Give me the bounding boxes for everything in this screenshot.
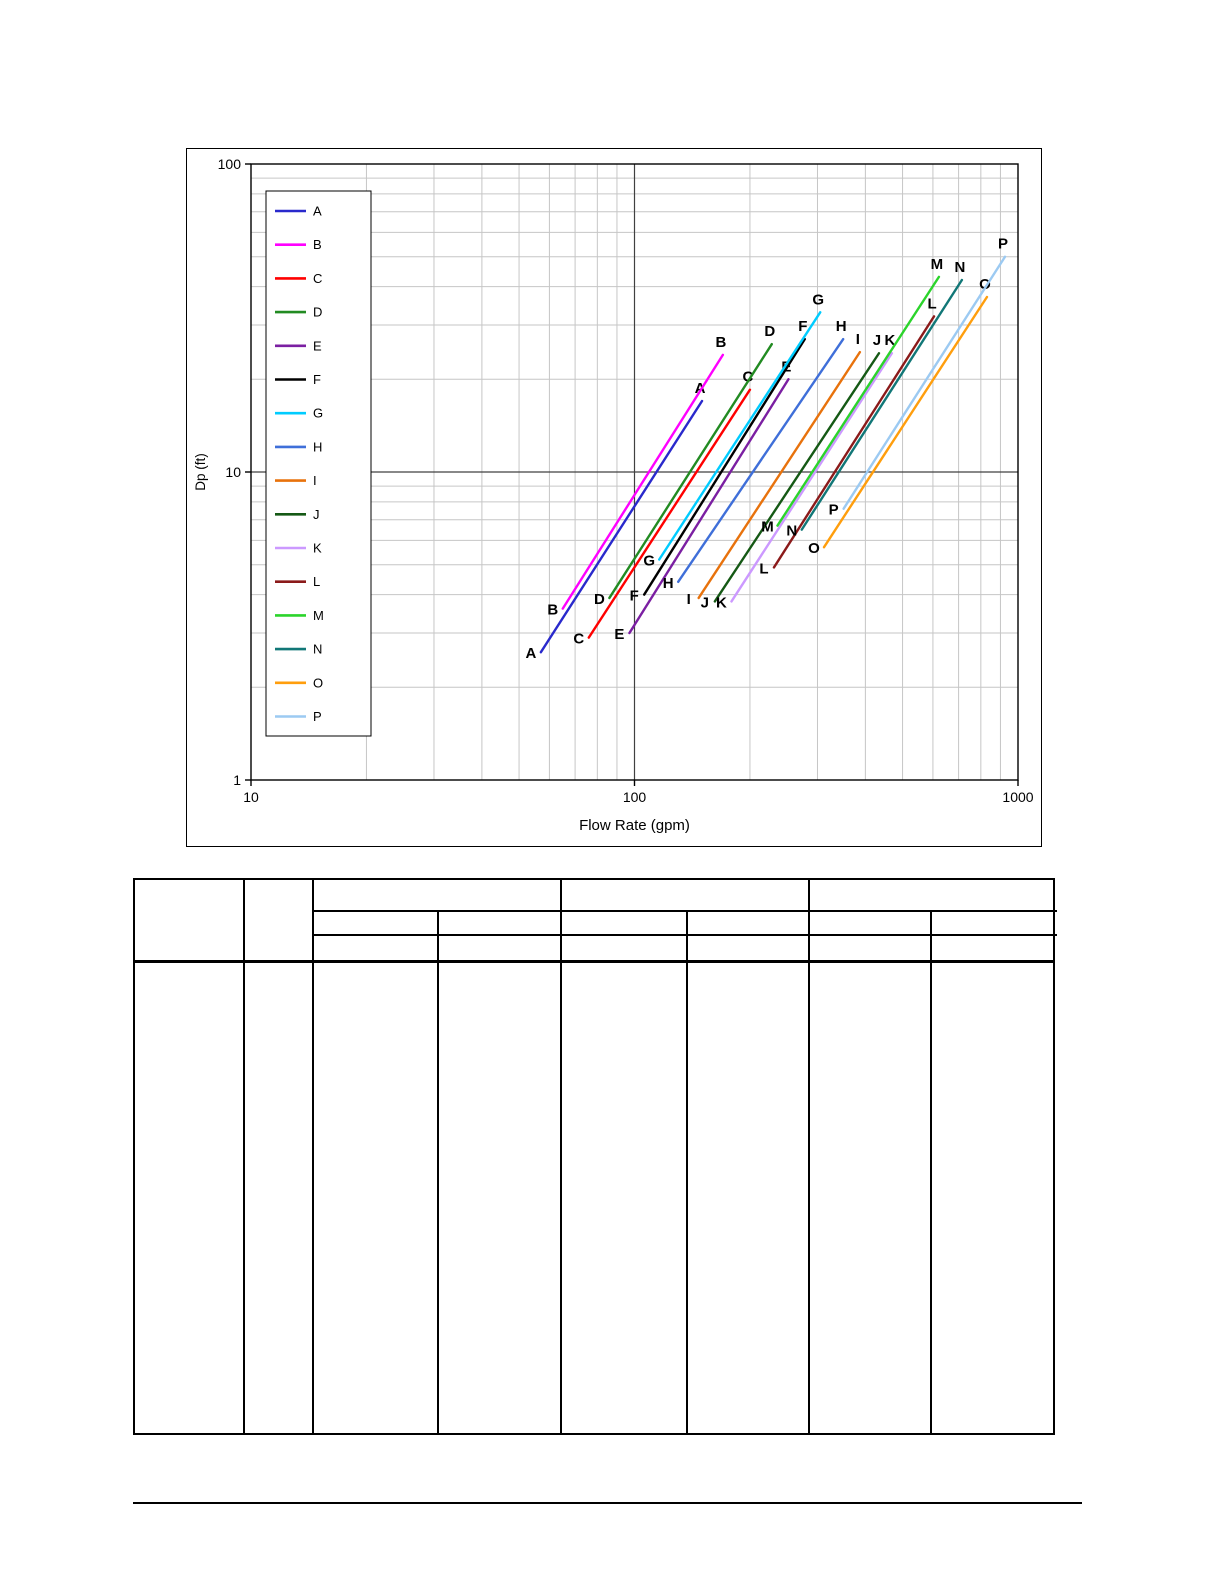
- series-line-A: [539, 399, 704, 654]
- legend-label-E: E: [313, 338, 322, 353]
- legend-label-O: O: [313, 675, 323, 690]
- series-start-label-P: P: [829, 502, 839, 519]
- series-start-label-M: M: [761, 519, 774, 536]
- series-line-M: [776, 275, 941, 527]
- table-hline-2: [312, 934, 1057, 936]
- series-start-label-E: E: [614, 626, 624, 643]
- series-end-label-B: B: [715, 334, 726, 351]
- legend-label-H: H: [313, 439, 322, 454]
- x-axis-title: Flow Rate (gpm): [579, 817, 690, 834]
- legend-label-B: B: [313, 237, 322, 252]
- series-line-D: [608, 342, 773, 600]
- legend-box: [265, 190, 372, 737]
- series-line-G: [658, 311, 822, 561]
- series-end-label-H: H: [836, 318, 847, 335]
- y-tick-label: 10: [225, 464, 241, 480]
- chart-frame: 10 100 1000 1 10 100 Flow Rate (gpm) Dp (ft) A A B…: [186, 148, 1042, 847]
- series-line-P: [842, 255, 1007, 510]
- legend-label-D: D: [313, 305, 322, 320]
- legend-label-N: N: [313, 642, 322, 657]
- series-line-C: [587, 388, 752, 639]
- series-line-J: [713, 352, 881, 603]
- table-vline-3: [437, 910, 439, 1433]
- legend-label-I: I: [313, 473, 317, 488]
- table-vline-4: [560, 880, 562, 1433]
- series-start-label-F: F: [630, 588, 639, 605]
- y-tick-label: 1: [233, 772, 241, 788]
- bottom-rule: [133, 1502, 1082, 1504]
- series-start-label-L: L: [759, 560, 768, 577]
- series-end-label-L: L: [927, 295, 936, 312]
- table-hline-1: [312, 910, 1057, 912]
- data-table: [133, 878, 1057, 1435]
- series-line-I: [697, 350, 862, 600]
- x-tick-label: 10: [243, 789, 259, 805]
- series-end-label-C: C: [743, 369, 754, 386]
- table-vline-7: [930, 910, 932, 1433]
- series-end-label-M: M: [931, 256, 944, 273]
- table-vline-6: [808, 880, 810, 1433]
- series-start-label-J: J: [701, 594, 709, 611]
- series-start-label-B: B: [547, 602, 558, 619]
- y-tick-label: 100: [218, 156, 242, 172]
- series-end-label-A: A: [695, 380, 706, 397]
- series-line-B: [561, 353, 725, 610]
- series-end-label-D: D: [764, 323, 775, 340]
- series-line-N: [800, 278, 964, 531]
- series-line-L: [772, 315, 936, 569]
- table-vline-1: [243, 880, 245, 1433]
- legend-label-M: M: [313, 608, 324, 623]
- series-start-label-I: I: [687, 591, 691, 608]
- legend-label-F: F: [313, 372, 321, 387]
- series-start-label-A: A: [525, 645, 536, 662]
- series-line-E: [628, 378, 790, 635]
- series-line-O: [822, 295, 989, 549]
- table-header-separator: [135, 960, 1053, 963]
- series-start-label-K: K: [716, 594, 727, 611]
- series-end-label-J: J: [873, 332, 881, 349]
- table-vline-2: [312, 880, 314, 1433]
- series-line-K: [730, 352, 894, 603]
- legend-label-P: P: [313, 709, 322, 724]
- series-start-label-H: H: [663, 575, 674, 592]
- legend-label-L: L: [313, 574, 320, 589]
- series-start-label-C: C: [573, 631, 584, 648]
- series-start-label-N: N: [786, 523, 797, 540]
- series-end-label-K: K: [884, 332, 895, 349]
- legend-label-A: A: [313, 204, 322, 219]
- series-end-label-I: I: [856, 331, 860, 348]
- legend-label-G: G: [313, 406, 323, 421]
- series-start-label-G: G: [643, 552, 655, 569]
- series-start-label-O: O: [808, 540, 820, 557]
- series-line-F: [643, 337, 806, 596]
- x-tick-label: 1000: [1002, 789, 1033, 805]
- legend-label-K: K: [313, 541, 322, 556]
- series-end-label-O: O: [979, 276, 991, 293]
- legend-label-C: C: [313, 271, 322, 286]
- series-start-label-D: D: [594, 591, 605, 608]
- x-tick-label: 100: [623, 789, 647, 805]
- series-end-label-P: P: [998, 236, 1008, 253]
- series-end-label-F: F: [798, 318, 807, 335]
- series-end-label-N: N: [954, 259, 965, 276]
- table-vline-5: [686, 910, 688, 1433]
- series-line-H: [676, 337, 845, 584]
- legend-label-J: J: [313, 507, 320, 522]
- series-end-label-G: G: [812, 291, 824, 308]
- y-axis-title: Dp (ft): [193, 453, 208, 491]
